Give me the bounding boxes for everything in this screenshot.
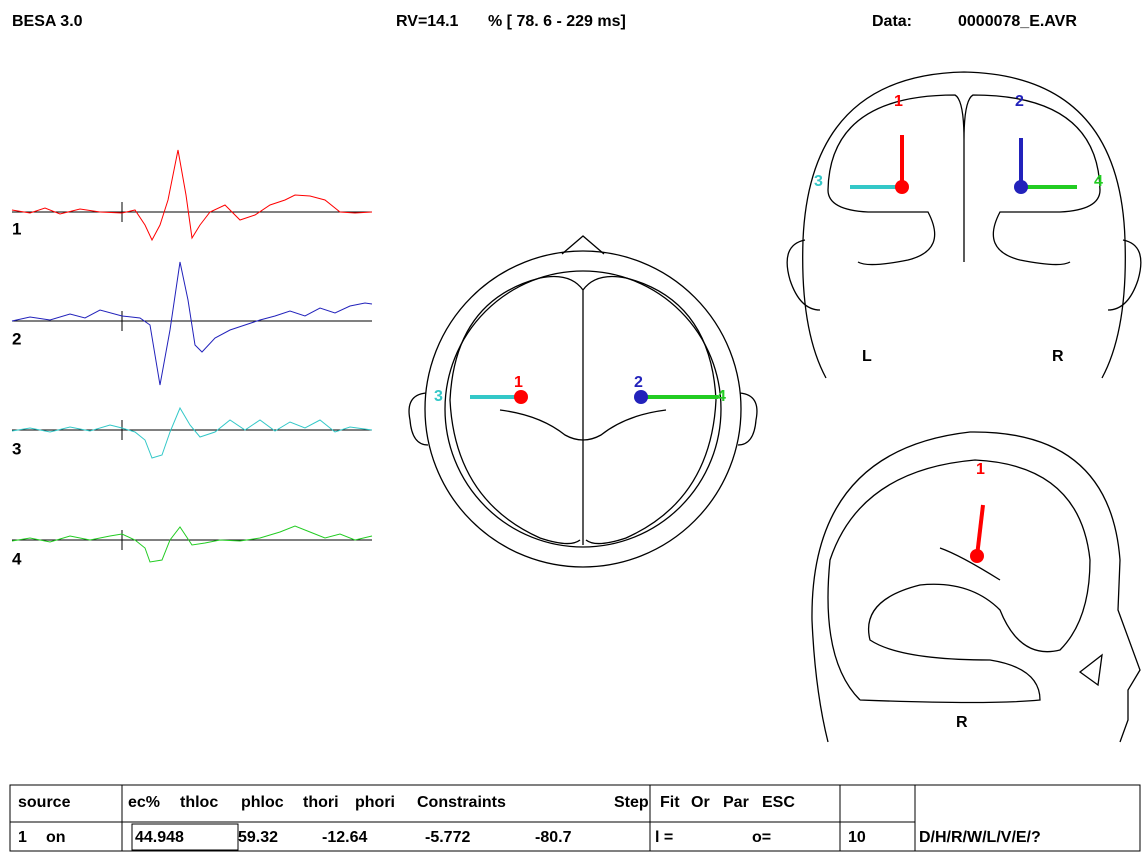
sagittal-head: 1 R xyxy=(812,432,1140,742)
side-label: R xyxy=(1052,348,1064,365)
hemispheres xyxy=(450,277,716,546)
cell: source xyxy=(18,794,71,811)
dipole-label: 3 xyxy=(814,173,823,190)
dipole-dot xyxy=(514,390,528,404)
trace-label: 1 xyxy=(12,219,21,238)
dipole-dot xyxy=(1014,180,1028,194)
cell: Fit xyxy=(660,794,680,811)
coronal-head: 1 2 3 4 L R xyxy=(787,72,1141,378)
dipole-label: 1 xyxy=(976,461,985,478)
cell: ec% xyxy=(128,794,160,811)
screen: BESA 3.0 RV=14.1 % [ 78. 6 - 229 ms] Dat… xyxy=(0,0,1145,852)
dipole-dot xyxy=(634,390,648,404)
cell: Constraints xyxy=(417,794,506,811)
dipole xyxy=(977,505,983,556)
ventricle xyxy=(940,548,1000,580)
trace xyxy=(12,262,372,385)
cell: l = xyxy=(655,829,673,846)
cell: Step xyxy=(614,794,649,811)
trace xyxy=(12,526,372,562)
cell: ESC xyxy=(762,794,795,811)
cell: thloc xyxy=(180,794,218,811)
cell: o= xyxy=(752,829,771,846)
cell: 10 xyxy=(848,829,866,846)
cell: -80.7 xyxy=(535,829,572,846)
brain xyxy=(828,460,1090,703)
cell: -12.64 xyxy=(322,829,367,846)
dipole-label: 2 xyxy=(1015,93,1024,110)
cell: Par xyxy=(723,794,749,811)
cell: phloc xyxy=(241,794,284,811)
dipole-dot xyxy=(970,549,984,563)
dipole-label: 4 xyxy=(1094,173,1103,190)
range: % [ 78. 6 - 229 ms] xyxy=(488,13,626,30)
trace-label: 4 xyxy=(12,549,22,568)
trace xyxy=(12,150,372,240)
param-table: source ec% thloc phloc thori phori Const… xyxy=(10,785,1140,851)
cell: 1 xyxy=(18,829,27,846)
cell: Or xyxy=(691,794,710,811)
data-label: Data: xyxy=(872,13,912,30)
cell: D/H/R/W/L/V/E/? xyxy=(919,829,1041,846)
outline xyxy=(812,432,1140,742)
cell: thori xyxy=(303,794,339,811)
cell: phori xyxy=(355,794,395,811)
dipole-label: 4 xyxy=(717,388,726,405)
side-label: L xyxy=(862,348,872,365)
page: {"header":{"app":"BESA 3.0","rv":"RV=14.… xyxy=(0,0,1145,852)
cell: on xyxy=(46,829,66,846)
axial-head: 3 1 2 4 xyxy=(409,236,757,567)
app-title: BESA 3.0 xyxy=(12,13,83,30)
trace-label: 2 xyxy=(12,329,21,348)
cell: -5.772 xyxy=(425,829,470,846)
side-label: R xyxy=(956,714,968,731)
eye xyxy=(1080,655,1102,685)
brain xyxy=(828,95,1100,265)
rv: RV=14.1 xyxy=(396,13,459,30)
dipole-label: 3 xyxy=(434,388,443,405)
dipole-dot xyxy=(895,180,909,194)
dipole-label: 2 xyxy=(634,374,643,391)
trace xyxy=(12,408,372,458)
cell: 44.948 xyxy=(135,829,184,846)
dipole-label: 1 xyxy=(514,374,523,391)
trace-label: 3 xyxy=(12,439,21,458)
cell: 59.32 xyxy=(238,829,278,846)
data-file: 0000078_E.AVR xyxy=(958,13,1077,30)
traces: 1 2 3 4 xyxy=(12,150,372,568)
dipole-label: 1 xyxy=(894,93,903,110)
